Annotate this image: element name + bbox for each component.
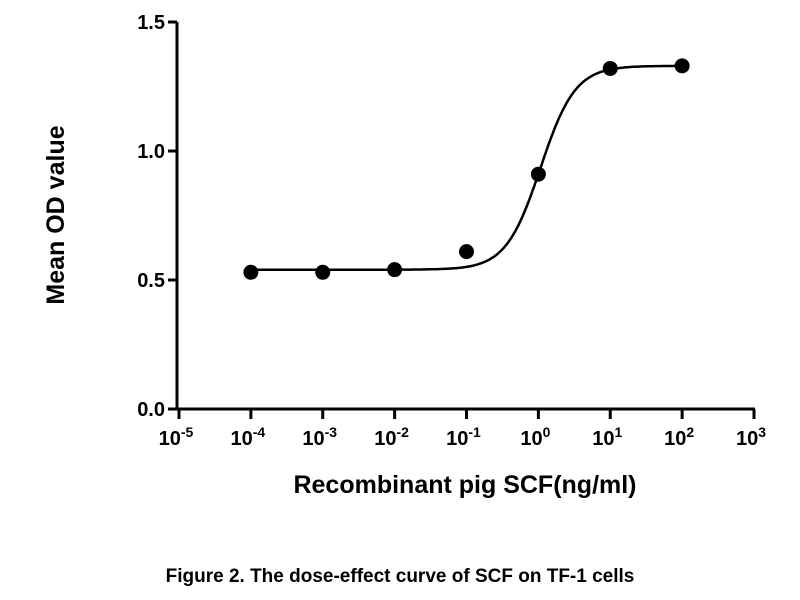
x-tick-label: 103 — [736, 424, 766, 450]
x-tick-label: 10-4 — [231, 424, 266, 450]
dose-response-chart: 0.0 0.5 1.0 1.5 10-5 10-4 10-3 10-2 10-1 100 101 10… — [42, 12, 766, 499]
x-tick-label: 10-2 — [374, 424, 409, 450]
data-point — [674, 58, 690, 74]
data-point — [459, 244, 474, 260]
data-point — [602, 60, 618, 76]
x-tick-label: 10-3 — [302, 424, 337, 450]
data-point — [315, 264, 331, 280]
data-point — [530, 166, 546, 182]
x-tick-label: 10-5 — [159, 424, 194, 450]
x-axis-label: Recombinant pig SCF(ng/ml) — [293, 471, 636, 499]
y-tick-label: 1.5 — [137, 12, 165, 34]
y-tick-label: 0.0 — [137, 399, 165, 421]
y-tick-label: 0.5 — [137, 270, 165, 292]
x-tick-label: 101 — [592, 424, 622, 450]
figure-caption: Figure 2. The dose-effect curve of SCF o… — [165, 566, 635, 587]
fit-curve — [250, 64, 683, 271]
y-axis-label: Mean OD value — [42, 125, 70, 304]
x-tick-label: 102 — [664, 424, 694, 450]
x-tick-label: 100 — [520, 424, 550, 450]
x-tick-label: 10-1 — [446, 424, 481, 450]
data-point — [243, 264, 259, 280]
data-point — [387, 262, 403, 278]
y-tick-label: 1.0 — [137, 141, 165, 163]
